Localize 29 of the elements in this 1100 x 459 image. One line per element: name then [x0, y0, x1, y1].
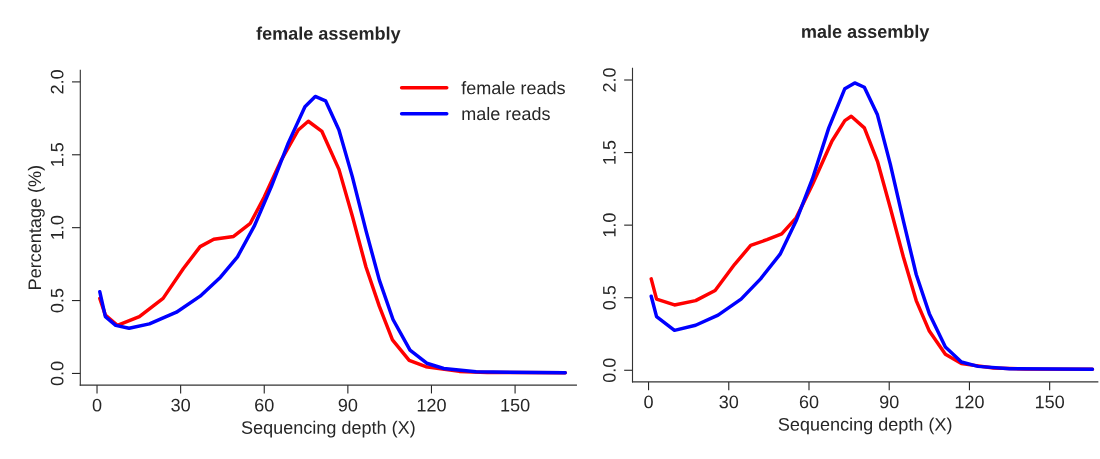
y-tick-label: 1.0	[50, 215, 64, 239]
y-tick-label: 1.5	[50, 142, 64, 166]
legend-label: female reads	[461, 81, 565, 95]
chart-title: female assembly	[256, 26, 401, 44]
chart-title: male assembly	[802, 24, 930, 42]
x-tick-label: 0	[92, 398, 102, 412]
y-axis-title: Percentage (%)	[27, 166, 45, 289]
x-tick-label: 120	[955, 395, 984, 409]
x-tick-label: 90	[338, 398, 358, 412]
x-tick-label: 0	[644, 395, 653, 409]
x-tick-label: 150	[501, 398, 530, 412]
x-tick-label: 90	[880, 395, 899, 409]
x-axis-title: Sequencing depth (X)	[778, 417, 952, 435]
x-tick-label: 30	[171, 398, 190, 412]
x-tick-label: 60	[255, 398, 274, 412]
y-tick-label: 0.0	[602, 358, 616, 383]
y-tick-label: 0.5	[602, 285, 616, 310]
legend-label: male reads	[462, 106, 550, 121]
x-tick-label: 60	[799, 395, 819, 409]
y-tick-label: 2.0	[602, 68, 616, 92]
y-tick-label: 2.0	[50, 70, 64, 94]
x-tick-label: 150	[1035, 395, 1065, 409]
y-tick-label: 1.5	[603, 140, 616, 164]
x-tick-label: 120	[417, 398, 446, 412]
y-tick-label: 1.0	[602, 213, 616, 237]
y-tick-label: 0.5	[50, 288, 64, 313]
y-tick-label: 0.0	[50, 361, 64, 386]
x-axis-title: Sequencing depth (X)	[241, 420, 415, 438]
x-tick-label: 30	[719, 395, 739, 409]
